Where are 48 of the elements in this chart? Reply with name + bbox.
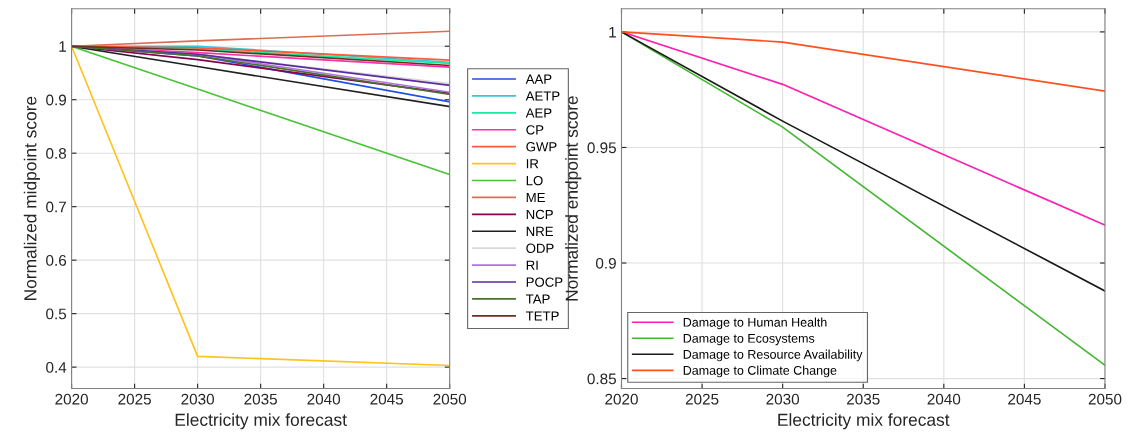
legend-label: POCP bbox=[526, 277, 563, 287]
y-tick-label: 0.8 bbox=[46, 148, 67, 159]
y-tick-label: 0.9 bbox=[595, 257, 616, 269]
legend-label: Damage to Resource Availability bbox=[683, 349, 863, 362]
legend-label: RI bbox=[526, 260, 538, 270]
legend-label: Damage to Ecosystems bbox=[683, 334, 815, 346]
y-tick-label: 0.6 bbox=[46, 255, 67, 266]
legend-label: CP bbox=[526, 125, 544, 135]
legend-label: ODP bbox=[526, 243, 554, 253]
x-tick-label: 2035 bbox=[847, 393, 880, 405]
y-tick-label: 1 bbox=[59, 41, 66, 52]
legend-label: Damage to Climate Change bbox=[683, 365, 837, 378]
legend-label: TETP bbox=[525, 311, 559, 321]
y-tick-label: 0.9 bbox=[46, 94, 67, 106]
x-tick-label: 2050 bbox=[433, 393, 467, 405]
x-tick-label: 2040 bbox=[307, 393, 341, 405]
legend-label: AAP bbox=[525, 74, 552, 84]
x-tick-label: 2040 bbox=[927, 393, 961, 405]
x-tick-label: 2030 bbox=[181, 393, 215, 405]
y-tick-label: 0.95 bbox=[587, 142, 616, 154]
legend-label: AEP bbox=[525, 108, 552, 118]
legend-label: AETP bbox=[525, 91, 560, 101]
y-tick-label: 0.5 bbox=[46, 308, 67, 320]
legend-label: NCP bbox=[526, 209, 553, 220]
legend-label: NRE bbox=[526, 226, 553, 236]
x-tick-label: 2050 bbox=[1088, 393, 1122, 405]
x-tick-label: 2025 bbox=[118, 393, 151, 405]
x-tick-label: 2020 bbox=[605, 393, 638, 405]
y-axis-title: Normalized endpoint score bbox=[565, 96, 582, 301]
y-tick-label: 0.85 bbox=[587, 373, 616, 385]
legend-label: TAP bbox=[525, 294, 550, 304]
x-tick-label: 2025 bbox=[685, 393, 719, 405]
y-tick-label: 0.7 bbox=[46, 201, 66, 213]
y-axis-title: Normalized midpoint score bbox=[23, 96, 40, 300]
x-tick-label: 2035 bbox=[244, 393, 277, 405]
x-tick-label: 2045 bbox=[1008, 393, 1041, 405]
y-tick-label: 1 bbox=[609, 26, 616, 38]
legend-label: GWP bbox=[526, 142, 557, 152]
x-tick-label: 2030 bbox=[766, 393, 800, 405]
legend-label: Damage to Human Health bbox=[683, 317, 827, 330]
x-tick-label: 2020 bbox=[55, 393, 88, 405]
x-tick-label: 2045 bbox=[370, 393, 404, 405]
x-axis-title: Electricity mix forecast bbox=[778, 413, 950, 430]
legend-label: LO bbox=[526, 175, 543, 186]
x-axis-title: Electricity mix forecast bbox=[175, 413, 347, 430]
legend-label: IR bbox=[526, 159, 539, 169]
y-tick-label: 0.4 bbox=[46, 361, 67, 373]
legend-label: ME bbox=[526, 192, 545, 203]
